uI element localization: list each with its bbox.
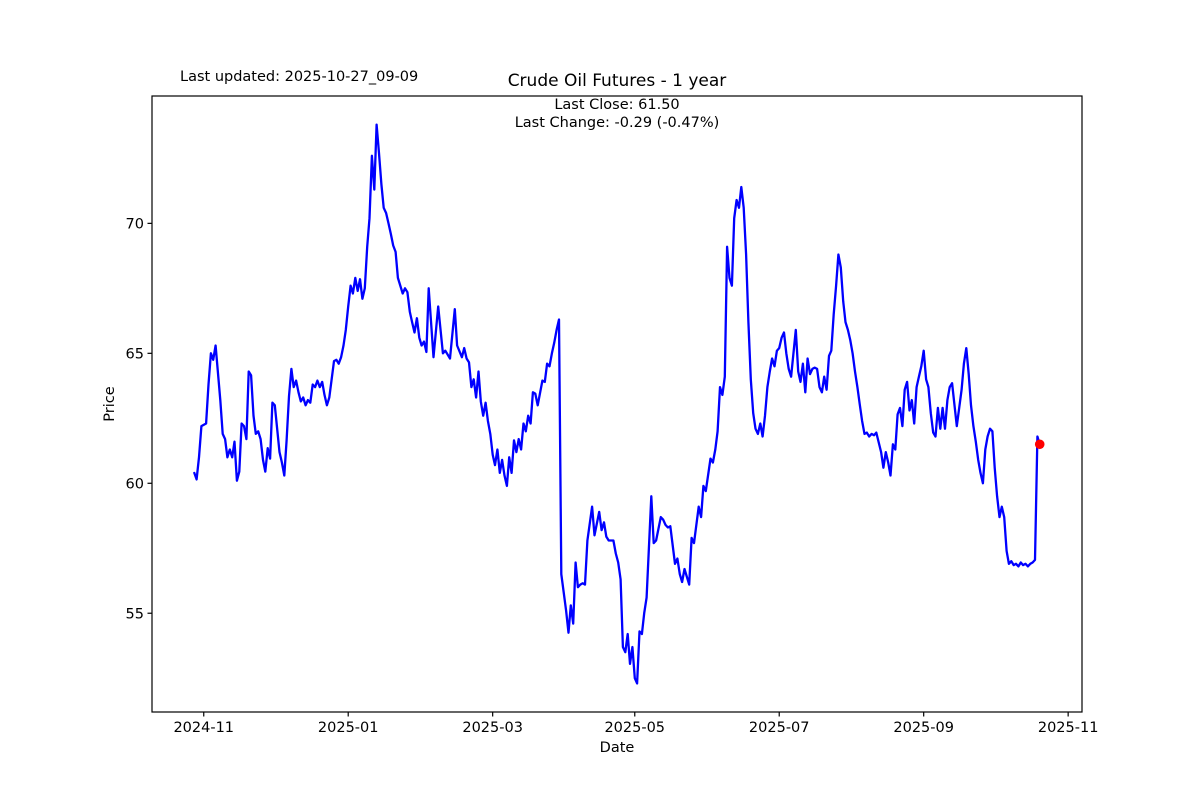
last-updated-annotation: Last updated: 2025-10-27_09-09 — [180, 69, 419, 85]
price-line — [193, 123, 1041, 685]
last-price-marker — [1034, 439, 1045, 450]
y-tick-label: 60 — [126, 476, 144, 492]
x-tick-label: 2025-01 — [318, 720, 379, 736]
y-axis-title: Price — [102, 386, 118, 421]
x-tick-label: 2024-11 — [173, 720, 234, 736]
last-close-text: Last Close: 61.50 — [554, 97, 680, 113]
x-axis-title: Date — [600, 740, 635, 756]
x-tick-label: 2025-11 — [1038, 720, 1099, 736]
x-tick-label: 2025-05 — [604, 720, 665, 736]
x-tick-label: 2025-07 — [749, 720, 810, 736]
x-tick-label: 2025-09 — [893, 720, 954, 736]
plot-border — [151, 95, 1083, 713]
last-change-text: Last Change: -0.29 (-0.47%) — [514, 114, 720, 131]
chart-title: Crude Oil Futures - 1 year — [507, 71, 727, 91]
y-tick-label: 55 — [126, 606, 144, 622]
y-tick-label: 65 — [126, 347, 144, 363]
x-tick-label: 2025-03 — [462, 720, 523, 736]
last-close-annotation: Last Close: 61.50 Last Change: -0.29 (-0… — [152, 97, 1082, 132]
y-tick-label: 70 — [126, 217, 144, 233]
